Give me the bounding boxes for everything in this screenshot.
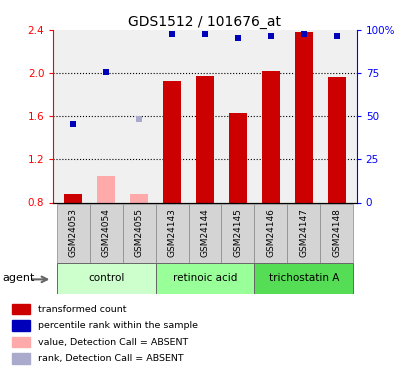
Text: GSM24053: GSM24053 [68,208,77,257]
Bar [196,76,213,203]
Bar [64,194,82,202]
Bar [12,353,30,364]
Bar [254,262,353,294]
Text: GSM24147: GSM24147 [299,208,308,257]
Bar [162,81,181,203]
Text: agent: agent [2,273,34,283]
Text: GSM24148: GSM24148 [332,208,341,257]
Text: rank, Detection Call = ABSENT: rank, Detection Call = ABSENT [38,354,183,363]
Bar [12,304,30,314]
Text: transformed count: transformed count [38,304,126,313]
Text: retinoic acid: retinoic acid [172,273,237,284]
Bar [320,204,353,262]
Bar [228,113,247,202]
Bar [261,71,279,202]
Bar [56,262,155,294]
Bar [122,204,155,262]
Bar [130,194,148,202]
Bar [294,32,312,203]
Bar [155,262,254,294]
Bar [327,78,345,203]
Bar [12,320,30,331]
Text: GSM24144: GSM24144 [200,208,209,256]
Text: GSM24055: GSM24055 [134,208,143,257]
Text: GSM24146: GSM24146 [266,208,275,257]
Bar [89,204,122,262]
Bar [97,176,115,202]
Text: GSM24143: GSM24143 [167,208,176,257]
Bar [287,204,320,262]
Text: control: control [88,273,124,284]
Text: trichostatin A: trichostatin A [268,273,338,284]
Bar [56,204,89,262]
Text: GSM24145: GSM24145 [233,208,242,257]
Bar [155,204,188,262]
Bar [188,204,221,262]
Text: GSM24054: GSM24054 [101,208,110,257]
Bar [12,337,30,347]
Bar [254,204,287,262]
Text: percentile rank within the sample: percentile rank within the sample [38,321,198,330]
Title: GDS1512 / 101676_at: GDS1512 / 101676_at [128,15,281,29]
Text: value, Detection Call = ABSENT: value, Detection Call = ABSENT [38,338,188,346]
Bar [221,204,254,262]
